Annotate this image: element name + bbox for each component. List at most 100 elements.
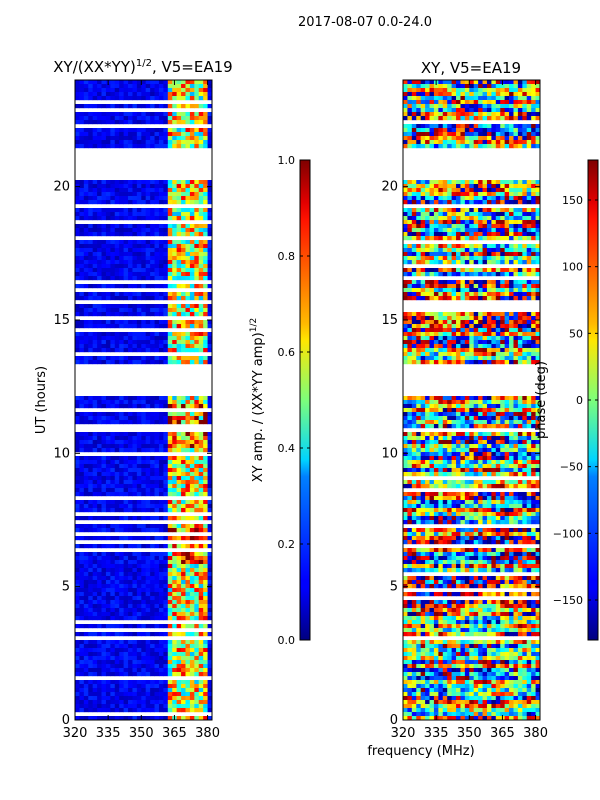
phase-cell bbox=[509, 92, 514, 97]
phase-cell bbox=[433, 88, 439, 93]
amp-cell bbox=[158, 284, 164, 289]
amp-cell bbox=[110, 272, 116, 277]
amp-cell bbox=[79, 184, 85, 189]
amp-cell bbox=[172, 400, 178, 405]
amp-cell bbox=[83, 608, 89, 613]
phase-cell bbox=[420, 144, 426, 149]
amp-cell bbox=[92, 400, 98, 405]
amp-cell bbox=[110, 716, 116, 720]
amp-cell bbox=[185, 664, 191, 669]
amp-cell bbox=[136, 104, 142, 109]
phase-cell bbox=[403, 188, 408, 193]
amp-cell bbox=[88, 664, 94, 669]
amp-cell bbox=[79, 272, 85, 277]
amp-cell bbox=[123, 616, 129, 621]
amp-cell bbox=[194, 248, 200, 253]
amp-cell bbox=[158, 568, 164, 573]
phase-cell bbox=[469, 216, 475, 221]
phase-cell bbox=[403, 220, 408, 225]
amp-cell bbox=[105, 552, 111, 557]
amp-cell bbox=[128, 504, 133, 509]
phase-cell bbox=[526, 280, 532, 285]
amp-cell bbox=[163, 536, 169, 541]
amp-cell bbox=[114, 356, 120, 361]
phase-cell bbox=[482, 256, 488, 261]
phase-cell bbox=[407, 128, 413, 133]
amp-cell bbox=[150, 224, 155, 229]
amp-cell bbox=[88, 488, 94, 493]
phase-cell bbox=[447, 180, 453, 185]
phase-cell bbox=[451, 136, 457, 141]
amp-cell bbox=[123, 536, 129, 541]
amp-cell bbox=[92, 700, 98, 705]
amp-cell bbox=[145, 332, 151, 337]
amp-cell bbox=[194, 240, 200, 245]
amp-cell bbox=[79, 292, 85, 297]
amp-cell bbox=[158, 296, 164, 301]
amp-cell bbox=[167, 284, 173, 289]
amp-cell bbox=[189, 240, 195, 245]
phase-cell bbox=[442, 296, 448, 301]
amp-cell bbox=[75, 136, 80, 141]
amp-cell bbox=[105, 656, 111, 661]
amp-cell bbox=[92, 568, 98, 573]
amp-cell bbox=[189, 488, 195, 493]
phase-cell bbox=[522, 92, 528, 97]
phase-cell bbox=[531, 288, 536, 293]
amp-cell bbox=[110, 416, 116, 421]
amp-cell bbox=[172, 440, 178, 445]
amp-cell bbox=[172, 560, 178, 565]
phase-cell bbox=[456, 252, 461, 257]
amp-cell bbox=[114, 184, 120, 189]
amp-cell bbox=[194, 348, 200, 353]
phase-cell bbox=[438, 136, 444, 141]
amp-cell bbox=[136, 136, 142, 141]
amp-cell bbox=[136, 84, 142, 89]
amp-cell bbox=[97, 120, 102, 125]
amp-cell bbox=[123, 672, 129, 677]
amp-cell bbox=[88, 412, 94, 417]
amp-cell bbox=[136, 184, 142, 189]
amp-cell bbox=[92, 188, 98, 193]
phase-cell bbox=[504, 196, 510, 201]
phase-cell bbox=[438, 248, 444, 253]
amp-cell bbox=[123, 92, 129, 97]
phase-cell bbox=[460, 140, 466, 145]
amp-cell bbox=[92, 580, 98, 585]
phase-cell bbox=[460, 224, 466, 229]
phase-cell bbox=[451, 184, 457, 189]
amp-cell bbox=[141, 400, 147, 405]
phase-cell bbox=[482, 116, 488, 121]
amp-cell bbox=[154, 200, 160, 205]
amp-cell bbox=[158, 84, 164, 89]
amp-cell bbox=[97, 244, 102, 249]
amp-cell bbox=[167, 640, 173, 645]
amp-colorbar-tick-label: 0.6 bbox=[278, 346, 296, 359]
amp-cell bbox=[150, 92, 155, 97]
amp-cell bbox=[154, 484, 160, 489]
phase-cell bbox=[460, 212, 466, 217]
amp-cell bbox=[198, 264, 204, 269]
phase-cell bbox=[464, 212, 470, 217]
amp-cell bbox=[136, 208, 142, 213]
amp-cell bbox=[92, 576, 98, 581]
amp-cell bbox=[185, 264, 191, 269]
phase-cell bbox=[500, 196, 506, 201]
amp-cell bbox=[128, 128, 133, 133]
amp-cell bbox=[172, 516, 178, 521]
amp-cell bbox=[110, 492, 116, 497]
amp-cell bbox=[158, 652, 164, 657]
amp-cell bbox=[114, 248, 120, 253]
phase-cell bbox=[411, 124, 417, 129]
amp-cell bbox=[83, 448, 89, 453]
phase-cell bbox=[420, 212, 426, 217]
amp-cell bbox=[172, 136, 178, 141]
amp-cell bbox=[172, 88, 178, 93]
phase-cell bbox=[438, 188, 444, 193]
amp-cell bbox=[128, 492, 133, 497]
phase-cell bbox=[442, 292, 448, 297]
amp-cell bbox=[110, 656, 116, 661]
amp-cell bbox=[203, 292, 208, 297]
phase-cell bbox=[509, 136, 514, 141]
amp-cell bbox=[97, 508, 102, 513]
